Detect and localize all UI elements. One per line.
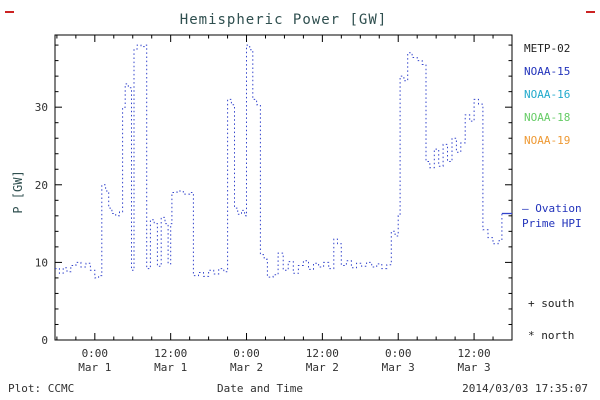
x-tick-date-label: Mar 1 <box>78 361 111 374</box>
y-tick-label: 0 <box>41 334 48 347</box>
ovation-label-line1: — Ovation <box>522 202 582 215</box>
y-tick-label: 10 <box>35 256 48 269</box>
chart-title: Hemispheric Power [GW] <box>179 12 388 28</box>
x-tick-time-label: 0:00 <box>385 347 412 360</box>
satellite-legend: METP-02 NOAA-15 NOAA-16 NOAA-18 NOAA-19 <box>524 42 570 157</box>
hpi-step-line <box>55 44 512 279</box>
legend-item-metp-02: METP-02 <box>524 42 571 55</box>
x-tick-date-label: Mar 1 <box>154 361 187 374</box>
x-tick-date-label: Mar 2 <box>230 361 263 374</box>
y-tick-label: 30 <box>35 101 48 114</box>
y-tick-label: 20 <box>35 179 48 192</box>
footer-timestamp: 2014/03/03 17:35:07 <box>462 382 588 395</box>
ovation-prime-hpi-label: — Ovation Prime HPI <box>522 201 582 231</box>
x-tick-date-label: Mar 3 <box>382 361 415 374</box>
legend-item-noaa-15: NOAA-15 <box>524 65 571 78</box>
footer-plot-source: Plot: CCMC <box>8 382 75 395</box>
legend-item-noaa-18: NOAA-18 <box>524 111 571 124</box>
x-tick-time-label: 12:00 <box>458 347 491 360</box>
legend-item-noaa-16: NOAA-16 <box>524 88 571 101</box>
north-marker-label: * north <box>528 329 575 342</box>
red-corner-mark-right <box>586 11 595 13</box>
south-marker-label: + south <box>528 297 575 310</box>
red-corner-mark-left <box>5 11 14 13</box>
x-tick-date-label: Mar 3 <box>458 361 491 374</box>
legend-item-noaa-19: NOAA-19 <box>524 134 571 147</box>
x-tick-time-label: 12:00 <box>154 347 187 360</box>
ovation-label-line2: Prime HPI <box>522 217 582 230</box>
x-tick-date-label: Mar 2 <box>306 361 339 374</box>
x-tick-time-label: 0:00 <box>82 347 109 360</box>
plot-frame <box>54 34 513 341</box>
x-tick-time-label: 12:00 <box>306 347 339 360</box>
x-tick-time-label: 0:00 <box>233 347 260 360</box>
x-axis-label: Date and Time <box>216 382 304 395</box>
